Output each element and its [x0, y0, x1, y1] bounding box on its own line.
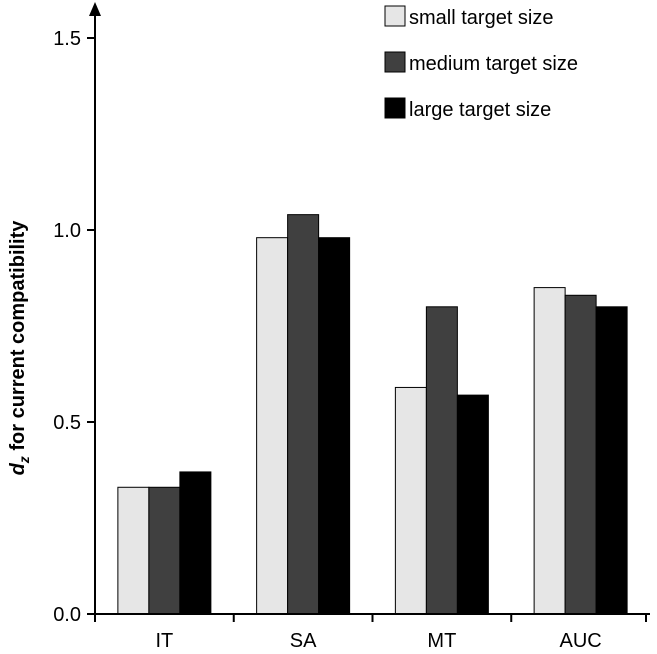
legend-swatch-large	[384, 97, 406, 119]
y-tick-label: 1.0	[53, 220, 81, 242]
y-axis-label-main: d	[7, 462, 29, 475]
x-tick-label-sa: SA	[290, 630, 317, 652]
y-tick-label: 1.5	[53, 28, 81, 50]
legend-label-medium: medium target size	[409, 53, 578, 75]
bar-sa-small	[256, 237, 289, 615]
bar-auc-small	[533, 287, 566, 615]
x-tick-label-mt: MT	[427, 630, 456, 652]
bar-mt-medium	[425, 306, 458, 615]
bar-auc-large	[595, 306, 628, 615]
x-tick-label-it: IT	[155, 630, 173, 652]
legend-swatch-small	[384, 5, 406, 27]
y-axis-label-subscript: z	[16, 456, 32, 464]
y-tick-label: 0.0	[53, 604, 81, 626]
bar-it-small	[117, 486, 150, 615]
bar-sa-medium	[287, 214, 320, 615]
bar-it-large	[179, 471, 212, 615]
bar-sa-large	[318, 237, 351, 615]
y-axis-label-rest: for current compatibility	[7, 220, 29, 456]
y-tick-label: 0.5	[53, 412, 81, 434]
bar-mt-small	[394, 386, 427, 615]
bar-mt-large	[456, 394, 489, 615]
y-axis-label: dz for current compatibility	[7, 220, 32, 476]
y-axis-arrow	[89, 2, 101, 16]
x-tick-label-auc: AUC	[560, 630, 602, 652]
bar-it-medium	[148, 486, 181, 615]
bar-auc-medium	[564, 294, 597, 615]
legend-label-small: small target size	[409, 7, 554, 29]
legend-label-large: large target size	[409, 99, 551, 121]
legend-swatch-medium	[384, 51, 406, 73]
